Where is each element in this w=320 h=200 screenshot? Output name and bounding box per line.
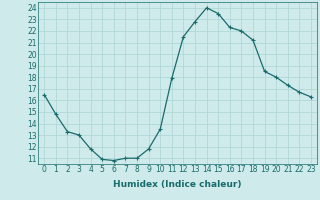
X-axis label: Humidex (Indice chaleur): Humidex (Indice chaleur) <box>113 180 242 189</box>
